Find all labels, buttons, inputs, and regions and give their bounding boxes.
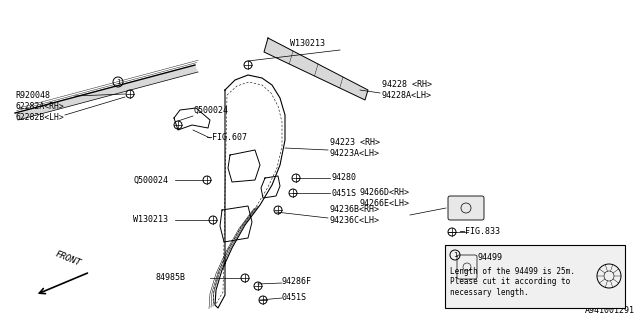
Text: 1: 1 <box>453 252 457 258</box>
Text: —FIG.607: —FIG.607 <box>207 133 247 142</box>
Text: 94266D<RH>
94266E<LH>: 94266D<RH> 94266E<LH> <box>360 188 410 208</box>
FancyBboxPatch shape <box>445 245 625 308</box>
Text: Q500024: Q500024 <box>133 175 168 185</box>
Polygon shape <box>264 38 368 100</box>
Polygon shape <box>15 65 198 120</box>
Text: 94286F: 94286F <box>282 276 312 285</box>
Text: —FIG.833: —FIG.833 <box>460 228 500 236</box>
Text: R920048: R920048 <box>15 92 50 100</box>
Text: 94499: 94499 <box>477 253 502 262</box>
Text: W130213: W130213 <box>133 215 168 225</box>
Text: 62282A<RH>
62282B<LH>: 62282A<RH> 62282B<LH> <box>15 102 64 122</box>
Text: W130213: W130213 <box>290 39 325 49</box>
Text: A941001291: A941001291 <box>585 306 635 315</box>
Text: 1: 1 <box>116 79 120 85</box>
Text: 0451S: 0451S <box>332 188 357 197</box>
Text: 84985B: 84985B <box>155 274 185 283</box>
Text: FRONT: FRONT <box>54 250 82 268</box>
FancyBboxPatch shape <box>448 196 484 220</box>
Text: Q500024: Q500024 <box>193 106 228 115</box>
Text: Length of the 94499 is 25m.
Please cut it according to
necessary length.: Length of the 94499 is 25m. Please cut i… <box>450 267 575 297</box>
Text: 94228 <RH>
94228A<LH>: 94228 <RH> 94228A<LH> <box>382 80 432 100</box>
Text: 0451S: 0451S <box>282 293 307 302</box>
Text: 94223 <RH>
94223A<LH>: 94223 <RH> 94223A<LH> <box>330 138 380 158</box>
Text: 94280: 94280 <box>332 173 357 182</box>
Text: 94236B<RH>
94236C<LH>: 94236B<RH> 94236C<LH> <box>330 205 380 225</box>
